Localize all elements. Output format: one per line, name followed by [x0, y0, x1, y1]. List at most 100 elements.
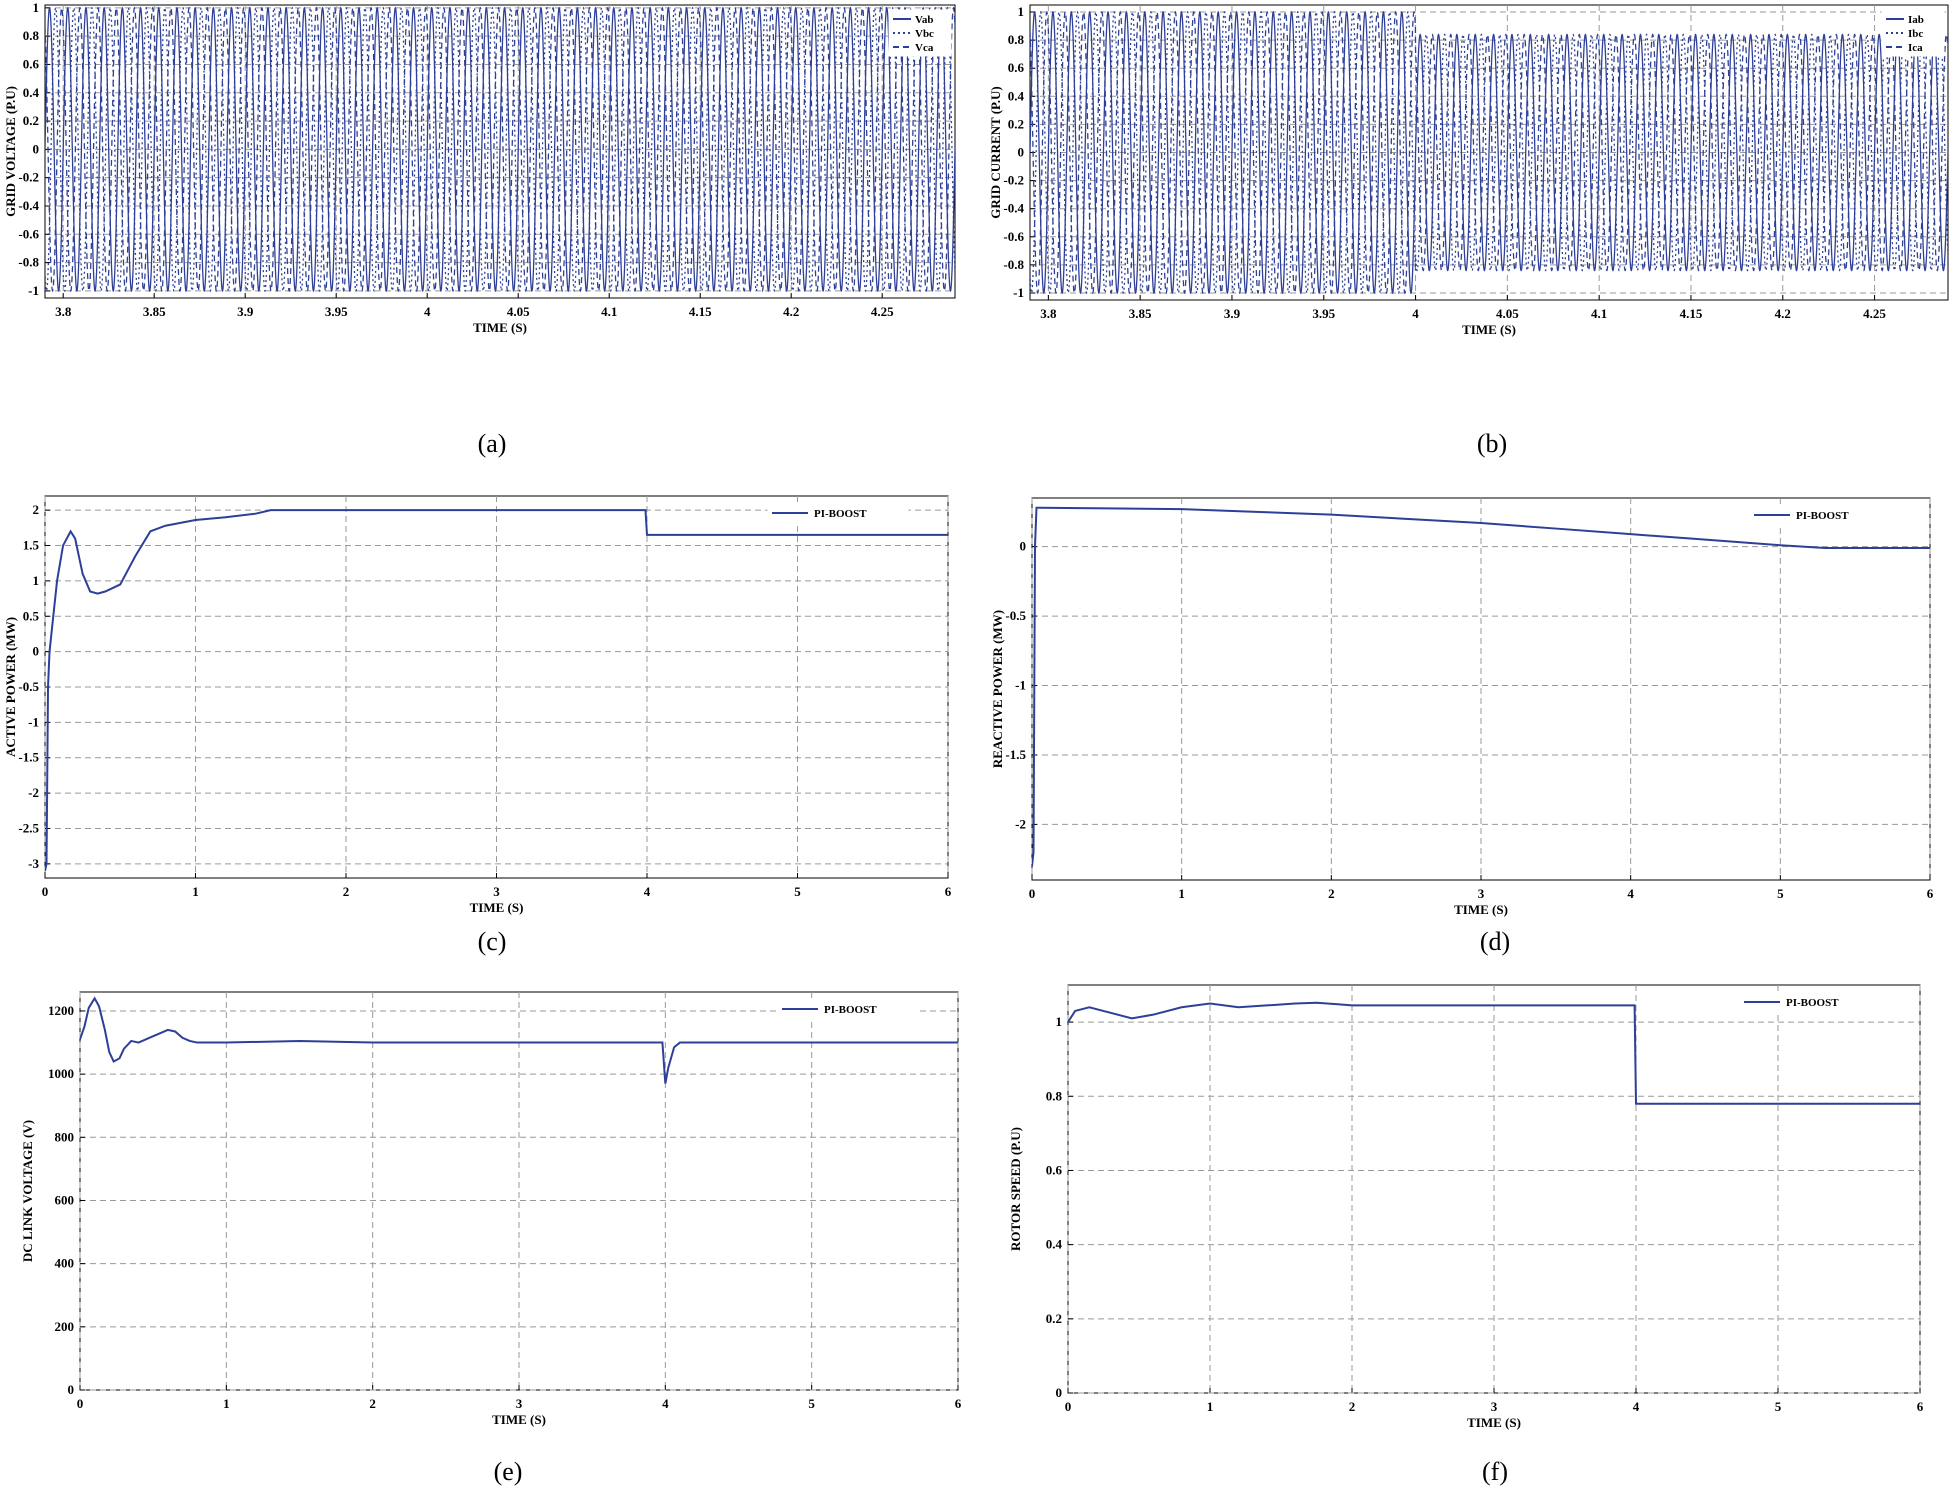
x-tick-label: 1 [1207, 1399, 1214, 1414]
x-tick-label: 0 [42, 884, 49, 899]
series-line-vbc [45, 6, 955, 292]
x-tick-label: 5 [794, 884, 801, 899]
y-tick-label: -1 [28, 283, 39, 298]
panel-caption: (a) [478, 429, 507, 458]
y-axis-label: REACTIVE POWER (MW) [990, 610, 1005, 768]
x-tick-label: 1 [223, 1396, 230, 1411]
legend-label: Vbc [915, 28, 934, 40]
y-tick-label: -0.6 [1003, 229, 1024, 244]
series-line-pi-boost [1032, 506, 1930, 867]
y-tick-label: 0.2 [1046, 1311, 1062, 1326]
x-tick-label: 4.15 [1680, 306, 1703, 321]
x-tick-label: 3.9 [237, 304, 254, 319]
x-tick-label: 6 [1927, 886, 1934, 901]
x-tick-label: 4 [1412, 306, 1419, 321]
series-line-ica [1030, 10, 1948, 295]
y-tick-label: -0.4 [1003, 201, 1024, 216]
legend-label: Vab [915, 14, 934, 26]
y-tick-label: 600 [55, 1192, 75, 1207]
y-tick-label: 0 [1020, 539, 1027, 554]
x-tick-label: 4.2 [783, 304, 799, 319]
y-tick-label: 2 [33, 502, 40, 517]
y-tick-label: -0.8 [1003, 257, 1024, 272]
y-tick-label: 1 [1018, 4, 1025, 19]
legend-label: Ica [1908, 42, 1923, 54]
x-tick-label: 3.95 [1312, 306, 1335, 321]
x-tick-label: 3.8 [55, 304, 72, 319]
x-tick-label: 4 [1627, 886, 1634, 901]
y-tick-label: -2 [28, 785, 39, 800]
panel-caption: (e) [494, 1457, 523, 1486]
x-tick-label: 4.05 [1496, 306, 1519, 321]
x-axis-label: TIME (S) [1462, 322, 1516, 337]
legend: Vab Vbc Vca [888, 9, 952, 57]
legend: PI-BOOST [767, 503, 909, 525]
y-tick-label: -2 [1015, 816, 1026, 831]
x-tick-label: 4 [424, 304, 431, 319]
legend: PI-BOOST [777, 999, 919, 1021]
legend-box [1749, 505, 1891, 527]
x-tick-label: 1 [1178, 886, 1185, 901]
legend-label: Vca [915, 42, 934, 54]
panel-caption: (f) [1482, 1457, 1508, 1486]
y-axis-label: ROTOR SPEED (P.U) [1008, 1127, 1023, 1251]
series-line-ibc [1030, 10, 1948, 295]
x-tick-label: 4.1 [1591, 306, 1607, 321]
x-tick-label: 4.25 [871, 304, 894, 319]
x-tick-label: 0 [77, 1396, 84, 1411]
y-tick-label: -1 [28, 714, 39, 729]
legend: Iab Ibc Ica [1881, 9, 1945, 57]
y-tick-label: -0.5 [18, 679, 39, 694]
series-line-iab [1030, 10, 1948, 295]
y-tick-label: -2.5 [18, 820, 39, 835]
x-axis-label: TIME (S) [492, 1412, 546, 1427]
x-tick-label: 4.25 [1863, 306, 1886, 321]
chart-b: 3.8 3.85 3.9 3.95 4 4.05 4.1 4.15 4.2 4.25 -1 -0.8 -… [988, 4, 1949, 458]
y-tick-label: 0 [68, 1382, 75, 1397]
series-line-vab [45, 6, 955, 292]
legend-label: PI-BOOST [824, 1004, 877, 1016]
series-line-pi-boost [1068, 1001, 1920, 1105]
legend: PI-BOOST [1739, 992, 1881, 1014]
y-tick-label: -1.5 [1005, 747, 1026, 762]
y-tick-label: 0.4 [23, 85, 40, 100]
y-axis-label: DC LINK VOLTAGE (V) [20, 1120, 35, 1262]
y-tick-label: 0.8 [1008, 32, 1025, 47]
x-tick-label: 6 [945, 884, 952, 899]
x-tick-label: 3 [1491, 1399, 1498, 1414]
x-tick-label: 3 [516, 1396, 523, 1411]
x-tick-label: 3.85 [143, 304, 166, 319]
y-tick-label: -0.5 [1005, 608, 1026, 623]
y-tick-label: -1.5 [18, 750, 39, 765]
y-tick-label: 0.4 [1008, 88, 1025, 103]
x-axis-label: TIME (S) [470, 900, 524, 915]
x-tick-label: 2 [1328, 886, 1335, 901]
x-tick-label: 4.15 [689, 304, 712, 319]
series-line-pi-boost [80, 996, 958, 1084]
y-tick-label: -3 [28, 856, 39, 871]
x-tick-label: 0 [1065, 1399, 1072, 1414]
y-tick-label: 400 [55, 1256, 75, 1271]
y-tick-label: -0.2 [1003, 173, 1024, 188]
y-tick-label: 1 [1056, 1014, 1063, 1029]
x-tick-label: 1 [192, 884, 199, 899]
legend: PI-BOOST [1749, 505, 1891, 527]
chart-a: 3.8 3.85 3.9 3.95 4 4.05 4.1 4.15 4.2 4.25 -1 -0.8 -… [3, 0, 956, 458]
panel-caption: (b) [1477, 429, 1507, 458]
x-tick-label: 4.1 [601, 304, 617, 319]
x-axis-label: TIME (S) [1454, 902, 1508, 917]
x-tick-label: 6 [1917, 1399, 1924, 1414]
y-tick-label: 0 [1056, 1385, 1063, 1400]
y-axis-label: GRID CURRENT (P.U) [988, 86, 1003, 219]
y-tick-label: -0.4 [18, 198, 39, 213]
x-tick-label: 4 [1633, 1399, 1640, 1414]
legend-box [1739, 992, 1881, 1014]
x-tick-label: 3.8 [1040, 306, 1057, 321]
y-tick-label: 200 [55, 1319, 75, 1334]
y-tick-label: 0.4 [1046, 1237, 1063, 1252]
y-tick-label: 0.2 [1008, 116, 1024, 131]
x-tick-label: 0 [1029, 886, 1036, 901]
x-tick-label: 3.95 [325, 304, 348, 319]
y-tick-label: 1200 [48, 1003, 74, 1018]
